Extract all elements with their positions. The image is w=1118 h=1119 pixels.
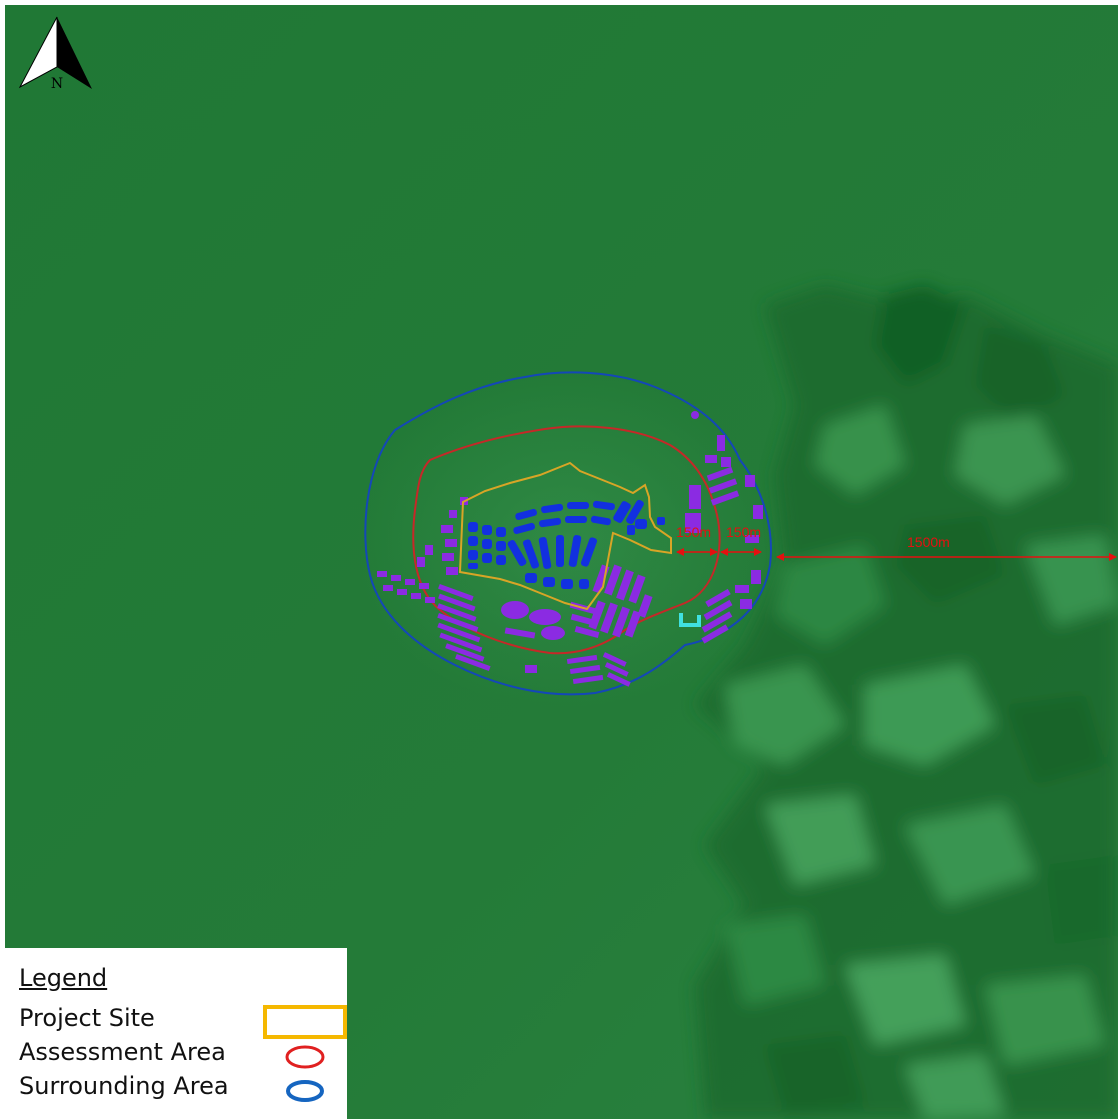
legend-title: Legend: [19, 964, 108, 992]
surrounding-area-boundary: [364, 371, 772, 696]
project-site-swatch-icon: [263, 1005, 347, 1039]
receptor-marker: [679, 613, 701, 627]
terrain-map: N: [5, 5, 1118, 1119]
assessment-area-swatch-icon: [285, 1045, 325, 1069]
legend-label-assessment-area: Assessment Area: [19, 1038, 226, 1066]
legend-label-surrounding-area: Surrounding Area: [19, 1072, 229, 1100]
surrounding-area-swatch-icon: [286, 1080, 324, 1102]
distance-label-150m-outer: 150m: [726, 524, 761, 540]
north-label: N: [51, 76, 63, 92]
north-arrow-icon: N: [18, 16, 92, 92]
legend-item-surrounding-area: Surrounding Area: [19, 1072, 229, 1100]
surrounding-buildings: [377, 411, 763, 687]
legend-panel: Legend Project Site Assessment Area Surr…: [5, 948, 347, 1119]
legend-label-project-site: Project Site: [19, 1004, 155, 1032]
project-site-boundary: [458, 461, 672, 611]
distance-label-1500m: 1500m: [907, 534, 950, 550]
legend-item-project-site: Project Site: [19, 1004, 155, 1032]
legend-item-assessment-area: Assessment Area: [19, 1038, 226, 1066]
distance-label-150m-inner: 150m: [676, 524, 711, 540]
project-buildings: [468, 499, 665, 589]
dimension-lines: [676, 548, 1117, 561]
terrain-relief: [695, 285, 1118, 1119]
